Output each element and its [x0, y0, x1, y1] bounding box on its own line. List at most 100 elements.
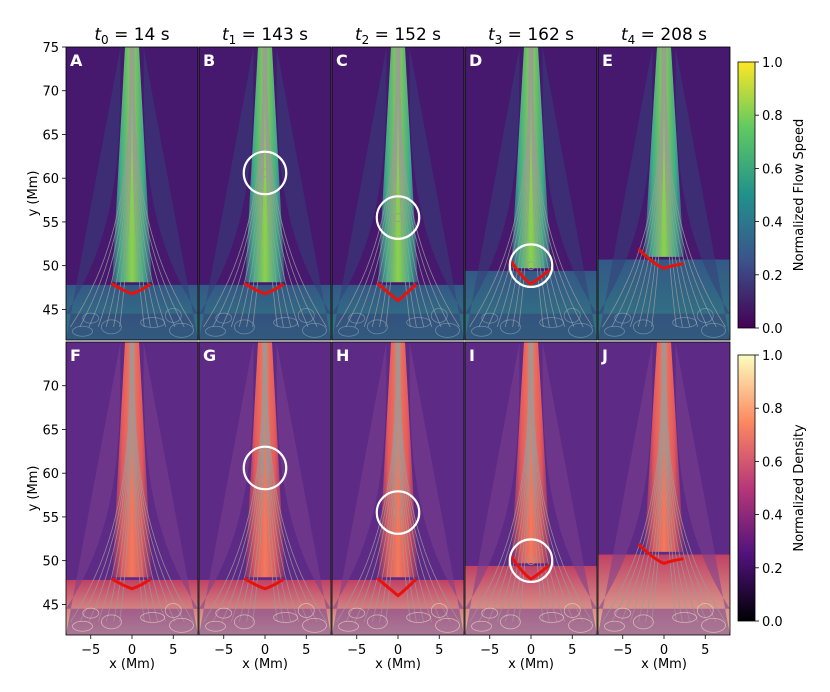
swirl — [614, 607, 632, 619]
y-tick-label: 45 — [42, 598, 59, 613]
field-line — [518, 342, 531, 622]
x-tick-label: −5 — [214, 643, 233, 658]
swirl — [696, 308, 714, 323]
field-line — [665, 47, 708, 328]
base-swirls — [338, 308, 460, 338]
x-tick-label: 0 — [128, 643, 136, 658]
field-lines — [336, 342, 460, 623]
panel-body — [465, 342, 597, 635]
swirl — [348, 312, 366, 324]
column-title: t3 = 162 s — [488, 25, 574, 47]
y-axis-label: y (Mm) — [26, 466, 41, 512]
swirl — [435, 322, 460, 338]
swirl — [430, 603, 448, 618]
base-swirls — [205, 308, 327, 338]
field-lines — [203, 342, 327, 623]
swirl — [82, 312, 100, 324]
reconnection-front — [376, 282, 417, 303]
field-lines — [70, 47, 194, 328]
field-lines — [203, 47, 327, 328]
panel-label: B — [203, 51, 215, 70]
swirl — [140, 317, 166, 328]
reconnection-front — [509, 259, 550, 286]
jet — [644, 47, 684, 257]
title-symbol: t — [621, 25, 629, 45]
colorbar-tick-label: 0.8 — [762, 109, 783, 124]
x-tick-label: 0 — [261, 643, 269, 658]
swirl — [539, 612, 565, 623]
plasmoid-circle — [508, 243, 554, 289]
panel-frame — [331, 46, 465, 341]
colorbar-tick-label: 0.6 — [762, 455, 783, 470]
swirl — [430, 308, 448, 323]
panel-label: F — [70, 346, 81, 365]
swirl — [273, 612, 299, 623]
swirl — [169, 322, 194, 338]
title-subscript: 0 — [101, 33, 109, 47]
panel-body — [332, 342, 464, 635]
x-tick-label: 5 — [169, 643, 177, 658]
swirl — [563, 603, 581, 618]
colorbar-tick-label: 0.2 — [762, 269, 783, 284]
y-tick-label: 55 — [42, 511, 59, 526]
swirl — [215, 607, 233, 619]
field-lines — [469, 342, 593, 623]
field-lines — [469, 47, 593, 328]
swirl — [338, 325, 359, 337]
swirl — [406, 612, 432, 623]
x-tick-label: −5 — [81, 643, 100, 658]
column-title: t2 = 152 s — [355, 25, 441, 47]
swirl — [366, 319, 388, 335]
swirl — [140, 612, 166, 623]
panel-label: H — [336, 346, 349, 365]
swirl — [471, 325, 492, 337]
swirl — [604, 325, 625, 337]
plasmoid-core — [526, 261, 536, 271]
swirl — [435, 617, 460, 633]
colorbar-gradient — [737, 354, 756, 622]
field-line — [665, 342, 726, 623]
title-subscript: 1 — [229, 33, 237, 47]
swirl — [568, 617, 593, 633]
base-swirls — [604, 308, 726, 338]
swirl — [100, 614, 122, 630]
reconnection-front — [243, 282, 284, 296]
panel-G: G — [198, 341, 332, 636]
reconnection-front — [243, 577, 284, 591]
swirl — [672, 317, 698, 328]
plasmoid-circle — [508, 538, 554, 584]
y-tick-label: 60 — [42, 172, 59, 187]
field-line — [119, 342, 132, 622]
swirl — [297, 308, 315, 323]
panel-label: D — [469, 51, 482, 70]
swirl — [169, 617, 194, 633]
panel-E: E — [597, 46, 731, 341]
swirl — [701, 617, 726, 633]
swirl — [539, 317, 565, 328]
swirl — [338, 620, 359, 632]
swirl — [82, 607, 100, 619]
swirl — [696, 603, 714, 618]
title-symbol: t — [488, 25, 496, 45]
field-lines — [336, 47, 460, 328]
swirl — [215, 312, 233, 324]
reconnection-front — [637, 543, 684, 565]
panel-label: I — [469, 346, 475, 365]
y-axis-label: y (Mm) — [26, 171, 41, 217]
swirl — [348, 607, 366, 619]
panel-A: A — [65, 46, 199, 341]
title-symbol: t — [94, 25, 102, 45]
panel-body — [66, 342, 198, 635]
reconnection-front — [376, 577, 417, 598]
colorbar-tick-label: 0.0 — [762, 322, 783, 337]
panel-body — [66, 47, 198, 340]
panel-H: H — [331, 341, 465, 636]
colorbar-tick-label: 0.4 — [762, 509, 783, 524]
field-lines — [602, 342, 726, 623]
field-line — [266, 342, 327, 623]
swirl — [72, 325, 93, 337]
title-symbol: t — [355, 25, 363, 45]
swirl — [568, 322, 593, 338]
y-tick-label: 55 — [42, 216, 59, 231]
x-tick-label: −5 — [480, 643, 499, 658]
